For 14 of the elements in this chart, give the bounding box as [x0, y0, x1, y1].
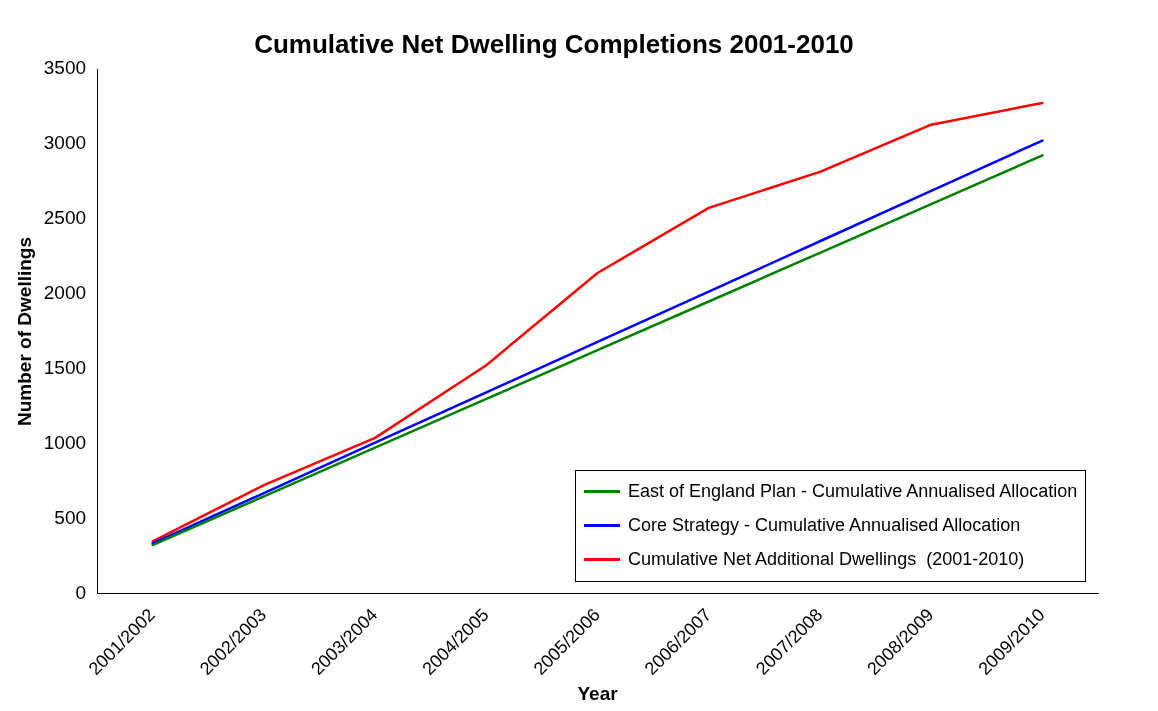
y-tick-label: 2500	[43, 207, 87, 229]
y-tick-label: 0	[75, 582, 87, 603]
x-axis-title: Year	[577, 682, 619, 704]
legend-label: Core Strategy - Cumulative Annualised Allocation	[628, 515, 1021, 537]
chart-title: Cumulative Net Dwelling Completions 2001-2010	[254, 28, 854, 59]
legend-label: East of England Plan - Cumulative Annualised Allocation	[628, 481, 1078, 503]
y-tick-label: 3000	[43, 132, 87, 154]
y-axis-title: Number of Dwellings	[13, 237, 35, 426]
y-tick-label: 1000	[43, 432, 87, 454]
legend-label: Cumulative Net Additional Dwellings (2001-2010)	[628, 549, 1025, 571]
y-tick-label: 3500	[43, 57, 87, 79]
y-tick-label: 2000	[43, 282, 87, 304]
y-tick-label: 1500	[43, 357, 87, 379]
y-tick-label: 500	[54, 507, 87, 529]
